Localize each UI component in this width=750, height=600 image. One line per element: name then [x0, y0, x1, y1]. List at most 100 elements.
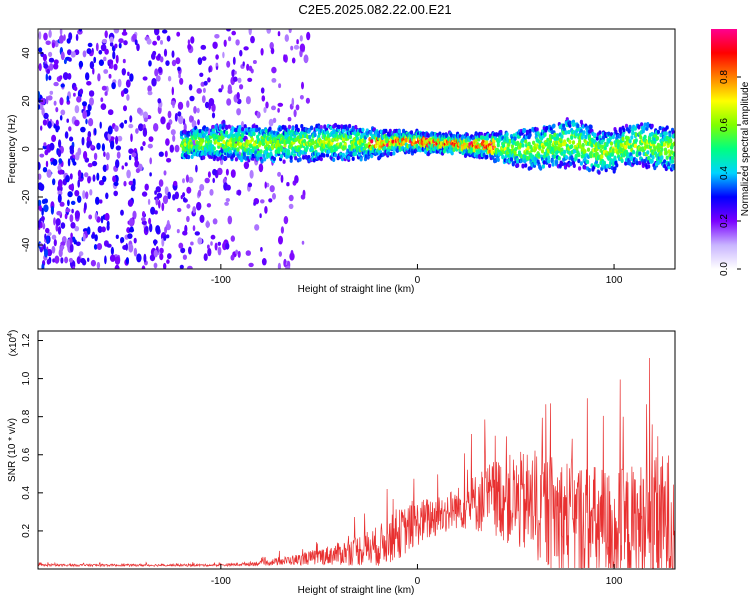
spectrogram-cell	[69, 243, 74, 253]
colorbar-tick-label: 0.6	[719, 118, 730, 132]
spectrogram-cell	[243, 161, 250, 170]
spectrogram-cell	[272, 117, 277, 123]
spectrogram-cell	[491, 155, 495, 160]
spectrogram-cell	[56, 125, 60, 131]
spectrogram-cell	[77, 179, 80, 188]
spectrogram-cell	[58, 34, 64, 44]
spectrogram-cell	[199, 72, 204, 78]
spectrogram-cell	[57, 179, 63, 188]
spectrogram-cell	[596, 163, 600, 169]
spectrogram-cell	[135, 128, 139, 134]
spectrogram-cell	[670, 159, 675, 164]
spectrogram-cell	[115, 135, 119, 145]
spectrogram-cell	[296, 127, 300, 133]
spectrogram-cell	[66, 239, 71, 249]
spectrogram-cell	[656, 129, 661, 135]
spectrogram-cell	[475, 154, 479, 159]
spectrogram-cell	[235, 39, 240, 46]
spectrogram-cell	[485, 139, 489, 145]
spectrogram-cell	[51, 245, 56, 254]
spectrogram-cell	[51, 121, 55, 127]
spectrogram-cell	[178, 73, 181, 79]
spectrogram-cell	[516, 160, 520, 165]
spectrogram-cell	[178, 115, 184, 125]
spectrogram-cell	[668, 132, 672, 138]
bottom-y-tick-label: 0.8	[21, 409, 32, 423]
spectrogram-cell	[177, 66, 181, 72]
spectrogram-cell	[564, 155, 569, 160]
spectrogram-cell	[124, 119, 128, 124]
spectrogram-cell	[496, 157, 500, 162]
spectrogram-cell	[70, 232, 73, 239]
spectrogram-cell	[117, 78, 122, 88]
spectrogram-cell	[604, 167, 608, 173]
spectrogram-cell	[663, 159, 667, 164]
spectrogram-cell	[125, 79, 131, 88]
spectrogram-cell	[45, 227, 50, 234]
spectrogram-cell	[174, 191, 179, 200]
spectrogram-cell	[197, 237, 203, 245]
spectrogram-cell	[193, 106, 197, 114]
spectrogram-cell	[225, 130, 229, 135]
spectrogram-cell	[256, 111, 260, 119]
spectrogram-cell	[579, 128, 584, 134]
spectrogram-cell	[281, 137, 285, 142]
spectrogram-cell	[426, 133, 430, 138]
spectrogram-cell	[574, 132, 578, 137]
spectrogram-cell	[356, 136, 360, 142]
spectrogram-cell	[370, 139, 374, 144]
colorbar: 0.0 0.2 0.4 0.6 0.8 Normalized spectral ampl…	[711, 29, 750, 276]
spectrogram-cell	[87, 42, 93, 48]
spectrogram-cell	[87, 257, 90, 262]
spectrogram-cell	[103, 69, 109, 74]
spectrogram-cell	[43, 63, 49, 69]
spectrogram-cell	[294, 156, 298, 161]
spectrogram-cell	[136, 253, 142, 263]
spectrogram-cell	[127, 199, 134, 207]
spectrogram-cell	[584, 134, 588, 140]
spectrogram-cell	[104, 212, 110, 221]
colorbar-tick-label: 0.2	[719, 214, 730, 228]
spectrogram-cell	[141, 220, 147, 225]
spectrogram-cell	[503, 146, 507, 152]
spectrogram-cell	[601, 135, 606, 140]
spectrogram-cell	[207, 171, 211, 178]
spectrogram-cell	[102, 164, 108, 172]
spectrogram-cell	[560, 161, 564, 167]
spectrogram-cell	[576, 126, 580, 132]
spectrogram-cell	[153, 239, 157, 246]
spectrogram-cell	[70, 200, 76, 205]
spectrogram-cell	[74, 105, 80, 114]
spectrogram-cell	[63, 58, 67, 65]
spectrogram-cell	[595, 151, 599, 157]
spectrogram-cell	[175, 57, 181, 65]
spectrogram-cell	[354, 124, 358, 130]
spectrogram-cell	[109, 254, 116, 262]
spectrogram-cell	[672, 163, 675, 169]
spectrogram-cell	[250, 137, 254, 142]
spectrogram-cell	[237, 131, 241, 136]
spectrogram-cell	[278, 251, 282, 257]
spectrogram-cell	[110, 246, 114, 255]
spectrogram-cell	[197, 189, 202, 197]
spectrogram-cell	[482, 149, 486, 154]
spectrogram-data	[38, 29, 675, 269]
spectrogram-cell	[60, 241, 66, 246]
spectrogram-cell	[170, 129, 176, 136]
spectrogram-cell	[332, 133, 336, 139]
spectrogram-cell	[509, 157, 514, 162]
spectrogram-cell	[91, 233, 95, 239]
spectrogram-cell	[288, 194, 294, 202]
spectrogram-cell	[624, 161, 628, 166]
spectrogram-cell	[78, 29, 83, 32]
spectrogram-cell	[240, 121, 245, 129]
spectrogram-cell	[239, 84, 244, 90]
spectrogram-cell	[104, 91, 108, 96]
spectrogram-cell	[305, 97, 310, 104]
spectrogram-cell	[270, 47, 275, 55]
spectrogram-cell	[572, 122, 576, 127]
spectrogram-cell	[521, 163, 525, 168]
spectrogram-cell	[187, 265, 193, 269]
spectrogram-cell	[122, 58, 126, 64]
spectrogram-cell	[42, 167, 48, 173]
